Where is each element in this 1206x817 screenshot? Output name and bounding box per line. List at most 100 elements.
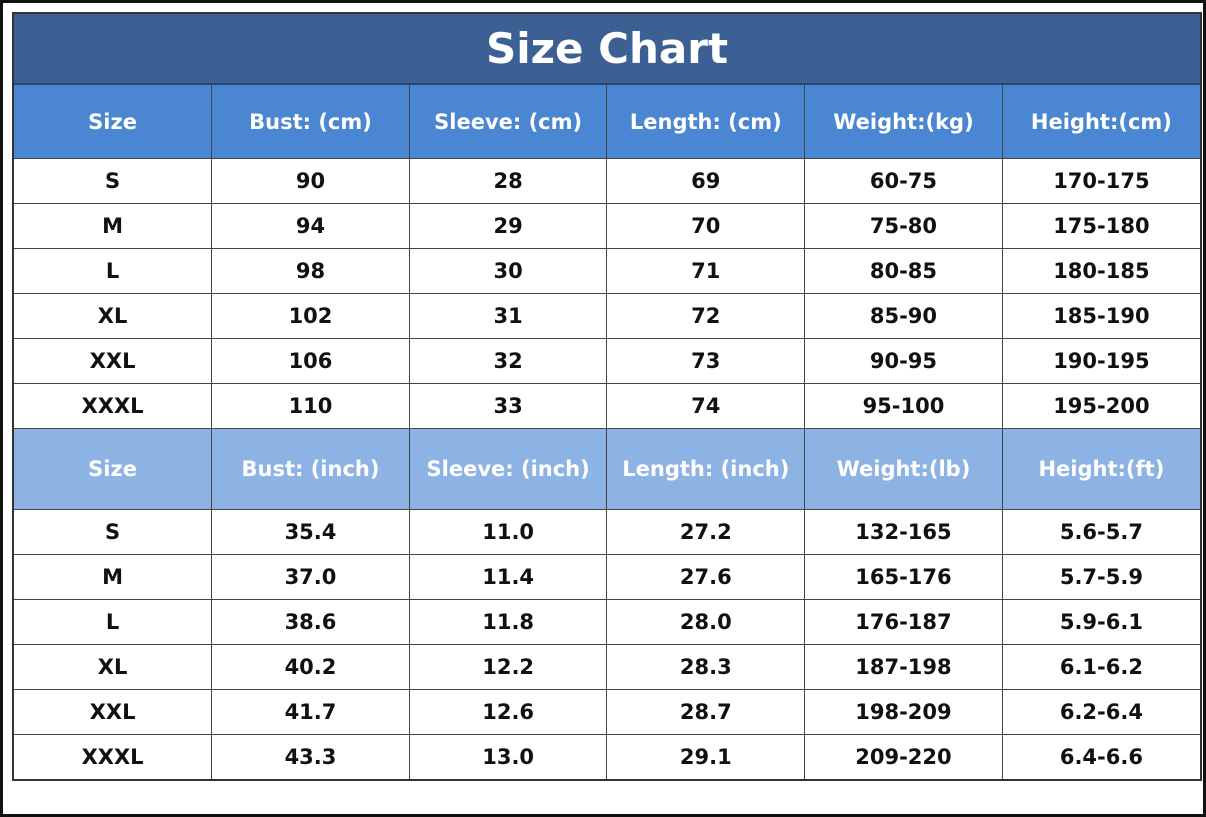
cell: L xyxy=(14,248,213,294)
cell: M xyxy=(14,554,213,600)
cell: 28.7 xyxy=(606,689,806,735)
header-cell: Length: (inch) xyxy=(606,428,806,510)
cell: 209-220 xyxy=(804,734,1003,779)
header-cell: Sleeve: (inch) xyxy=(408,428,608,510)
cell: S xyxy=(14,158,213,204)
cell: 35.4 xyxy=(211,509,410,555)
cell: 71 xyxy=(606,248,806,294)
data-row: XL 40.2 12.2 28.3 187-198 6.1-6.2 xyxy=(14,644,1200,690)
section: Size Bust: (inch) Sleeve: (inch) Length: (i… xyxy=(14,428,1200,779)
cell: L xyxy=(14,599,213,645)
title: Size Chart xyxy=(14,14,1200,85)
cell: 43.3 xyxy=(211,734,410,779)
header-cell: Weight:(lb) xyxy=(804,428,1003,510)
cell: 165-176 xyxy=(804,554,1003,600)
cell: XXL xyxy=(14,689,213,735)
cell: 176-187 xyxy=(804,599,1003,645)
cell: XL xyxy=(14,644,213,690)
cell: 6.2-6.4 xyxy=(1001,689,1200,735)
cell: 95-100 xyxy=(804,383,1003,429)
header-row: Size Bust: (cm) Sleeve: (cm) Length: (cm) We… xyxy=(14,85,1200,159)
cell: 110 xyxy=(211,383,410,429)
cell: 33 xyxy=(408,383,608,429)
header-cell: Size xyxy=(14,428,213,510)
cell: 73 xyxy=(606,338,806,384)
size-table: Size Bust: (cm) Sleeve: (cm) Length: (cm) We… xyxy=(14,85,1200,779)
header-cell: Weight:(kg) xyxy=(804,85,1003,159)
data-row: XXL 106 32 73 90-95 190-195 xyxy=(14,338,1200,384)
cell: 40.2 xyxy=(211,644,410,690)
data-row: XXL 41.7 12.6 28.7 198-209 6.2-6.4 xyxy=(14,689,1200,735)
cell: 28.0 xyxy=(606,599,806,645)
cell: XXXL xyxy=(14,383,213,429)
cell: 29.1 xyxy=(606,734,806,779)
data-row: XL 102 31 72 85-90 185-190 xyxy=(14,293,1200,339)
cell: 195-200 xyxy=(1001,383,1200,429)
cell: M xyxy=(14,203,213,249)
cell: 12.6 xyxy=(408,689,608,735)
cell: 6.4-6.6 xyxy=(1001,734,1200,779)
cell: 13.0 xyxy=(408,734,608,779)
cell: 70 xyxy=(606,203,806,249)
data-row: L 98 30 71 80-85 180-185 xyxy=(14,248,1200,294)
header-row: Size Bust: (inch) Sleeve: (inch) Length: (i… xyxy=(14,428,1200,510)
cell: 98 xyxy=(211,248,410,294)
cell: 6.1-6.2 xyxy=(1001,644,1200,690)
cell: 5.7-5.9 xyxy=(1001,554,1200,600)
cell: 175-180 xyxy=(1001,203,1200,249)
header-cell: Size xyxy=(14,85,213,159)
header-cell: Sleeve: (cm) xyxy=(408,85,608,159)
data-row: XXXL 43.3 13.0 29.1 209-220 6.4-6.6 xyxy=(14,734,1200,779)
cell: 198-209 xyxy=(804,689,1003,735)
cell: 32 xyxy=(408,338,608,384)
cell: 37.0 xyxy=(211,554,410,600)
cell: 11.0 xyxy=(408,509,608,555)
header-cell: Bust: (cm) xyxy=(211,85,410,159)
cell: 185-190 xyxy=(1001,293,1200,339)
cell: 190-195 xyxy=(1001,338,1200,384)
cell: 60-75 xyxy=(804,158,1003,204)
cell: 90 xyxy=(211,158,410,204)
cell: 85-90 xyxy=(804,293,1003,339)
cell: 80-85 xyxy=(804,248,1003,294)
cell: 74 xyxy=(606,383,806,429)
cell: 28.3 xyxy=(606,644,806,690)
data-row: M 37.0 11.4 27.6 165-176 5.7-5.9 xyxy=(14,554,1200,600)
cell: 102 xyxy=(211,293,410,339)
header-cell: Height:(ft) xyxy=(1001,428,1200,510)
cell: 31 xyxy=(408,293,608,339)
cell: 11.8 xyxy=(408,599,608,645)
cell: 5.6-5.7 xyxy=(1001,509,1200,555)
cell: 29 xyxy=(408,203,608,249)
cell: 69 xyxy=(606,158,806,204)
cell: 75-80 xyxy=(804,203,1003,249)
data-row: L 38.6 11.8 28.0 176-187 5.9-6.1 xyxy=(14,599,1200,645)
header-cell: Bust: (inch) xyxy=(211,428,410,510)
cell: 41.7 xyxy=(211,689,410,735)
cell: S xyxy=(14,509,213,555)
cell: XXL xyxy=(14,338,213,384)
cell: 30 xyxy=(408,248,608,294)
cell: 94 xyxy=(211,203,410,249)
cell: 106 xyxy=(211,338,410,384)
cell: 27.2 xyxy=(606,509,806,555)
size-chart: Size Chart Size Bust: (cm) Sleeve: (cm) Len… xyxy=(12,12,1202,781)
cell: 72 xyxy=(606,293,806,339)
section: Size Bust: (cm) Sleeve: (cm) Length: (cm) We… xyxy=(14,85,1200,429)
cell: 170-175 xyxy=(1001,158,1200,204)
cell: 5.9-6.1 xyxy=(1001,599,1200,645)
cell: 187-198 xyxy=(804,644,1003,690)
data-row: XXXL 110 33 74 95-100 195-200 xyxy=(14,383,1200,429)
cell: 28 xyxy=(408,158,608,204)
cell: 27.6 xyxy=(606,554,806,600)
data-row: M 94 29 70 75-80 175-180 xyxy=(14,203,1200,249)
cell: 12.2 xyxy=(408,644,608,690)
data-row: S 90 28 69 60-75 170-175 xyxy=(14,158,1200,204)
cell: 132-165 xyxy=(804,509,1003,555)
cell: 38.6 xyxy=(211,599,410,645)
header-cell: Length: (cm) xyxy=(606,85,806,159)
cell: XXXL xyxy=(14,734,213,779)
header-cell: Height:(cm) xyxy=(1001,85,1200,159)
cell: 90-95 xyxy=(804,338,1003,384)
